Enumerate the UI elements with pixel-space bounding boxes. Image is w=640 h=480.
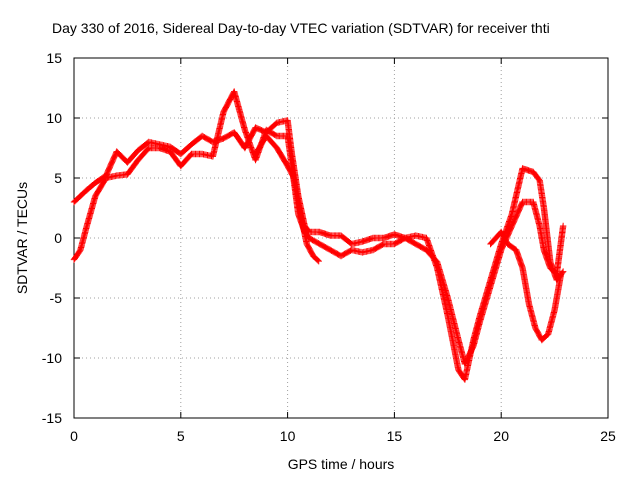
y-tick-label: -5 xyxy=(50,290,63,306)
y-tick-label: 10 xyxy=(46,110,62,126)
chart-title: Day 330 of 2016, Sidereal Day-to-day VTE… xyxy=(52,20,550,36)
x-tick-label: 20 xyxy=(493,428,509,444)
data-point xyxy=(559,222,567,230)
data-point xyxy=(557,270,565,278)
data-points xyxy=(70,88,567,383)
y-tick-label: 15 xyxy=(46,50,62,66)
series-2 xyxy=(252,132,565,344)
y-tick-label: 0 xyxy=(54,230,62,246)
y-axis-label: SDTVAR / TECUs xyxy=(14,181,30,295)
data-point xyxy=(315,257,322,265)
y-tick-label: 5 xyxy=(54,170,62,186)
y-tick-label: -15 xyxy=(42,410,62,426)
series-1 xyxy=(70,88,567,368)
x-tick-label: 15 xyxy=(387,428,403,444)
data-point xyxy=(314,257,322,264)
x-tick-label: 0 xyxy=(70,428,78,444)
series-0 xyxy=(70,117,567,383)
axis-ticks: 0 5 10 15 20 25 -15 -10 -5 0 5 10 15 xyxy=(42,50,616,444)
x-tick-label: 10 xyxy=(280,428,296,444)
x-axis-label: GPS time / hours xyxy=(287,456,395,472)
x-tick-label: 5 xyxy=(177,428,185,444)
y-tick-label: -10 xyxy=(42,350,62,366)
data-point xyxy=(559,269,566,276)
x-tick-label: 25 xyxy=(600,428,616,444)
